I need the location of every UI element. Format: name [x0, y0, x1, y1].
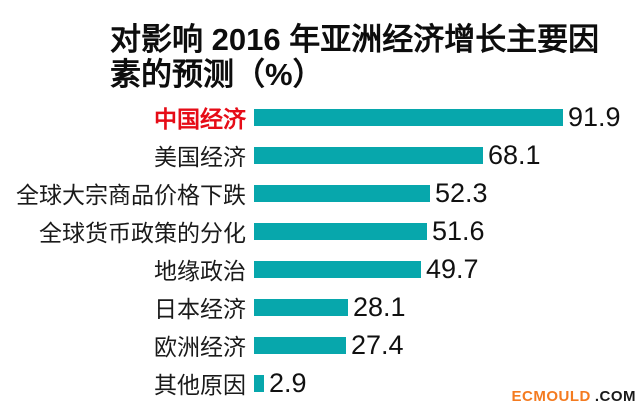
category-label: 美国经济 — [154, 144, 246, 170]
watermark-suffix: .COM — [594, 388, 636, 405]
category-label: 地缘政治 — [154, 258, 246, 284]
chart-title: 对影响 2016 年亚洲经济增长主要因素的预测（%） — [110, 22, 600, 92]
value-label: 91.9 — [568, 101, 621, 132]
bar-usa — [254, 146, 483, 164]
category-label: 欧洲经济 — [154, 334, 246, 360]
value-label: 51.6 — [432, 215, 485, 246]
bar-row-commodity-prices: 全球大宗商品价格下跌 52.3 — [0, 174, 644, 212]
watermark: ECMOULD .COM — [512, 388, 637, 405]
chart-plot-area: 中国经济 91.9 美国经济 68.1 全球大宗商品价格下跌 52.3 全球货币… — [0, 98, 644, 402]
value-label: 28.1 — [353, 291, 406, 322]
bar-row-europe: 欧洲经济 27.4 — [0, 326, 644, 364]
value-label: 2.9 — [269, 367, 307, 398]
bar-row-japan: 日本经济 28.1 — [0, 288, 644, 326]
bar-geopolitics — [254, 260, 421, 278]
bar-commodity-prices — [254, 184, 430, 202]
category-label: 其他原因 — [154, 372, 246, 398]
bar-row-usa: 美国经济 68.1 — [0, 136, 644, 174]
bar-japan — [254, 298, 348, 316]
watermark-brand: ECMOULD — [511, 388, 591, 405]
category-label: 全球大宗商品价格下跌 — [16, 182, 246, 208]
bar-monetary-policy — [254, 222, 427, 240]
bar-row-china: 中国经济 91.9 — [0, 98, 644, 136]
category-label: 日本经济 — [154, 296, 246, 322]
value-label: 68.1 — [488, 139, 541, 170]
bar-row-other: 其他原因 2.9 — [0, 364, 644, 402]
value-label: 49.7 — [426, 253, 479, 284]
category-label: 中国经济 — [154, 106, 246, 132]
bar-china — [254, 108, 563, 126]
value-label: 52.3 — [435, 177, 488, 208]
bar-other — [254, 374, 264, 392]
value-label: 27.4 — [351, 329, 404, 360]
bar-europe — [254, 336, 346, 354]
category-label: 全球货币政策的分化 — [39, 220, 246, 246]
bar-row-geopolitics: 地缘政治 49.7 — [0, 250, 644, 288]
bar-row-monetary-policy: 全球货币政策的分化 51.6 — [0, 212, 644, 250]
